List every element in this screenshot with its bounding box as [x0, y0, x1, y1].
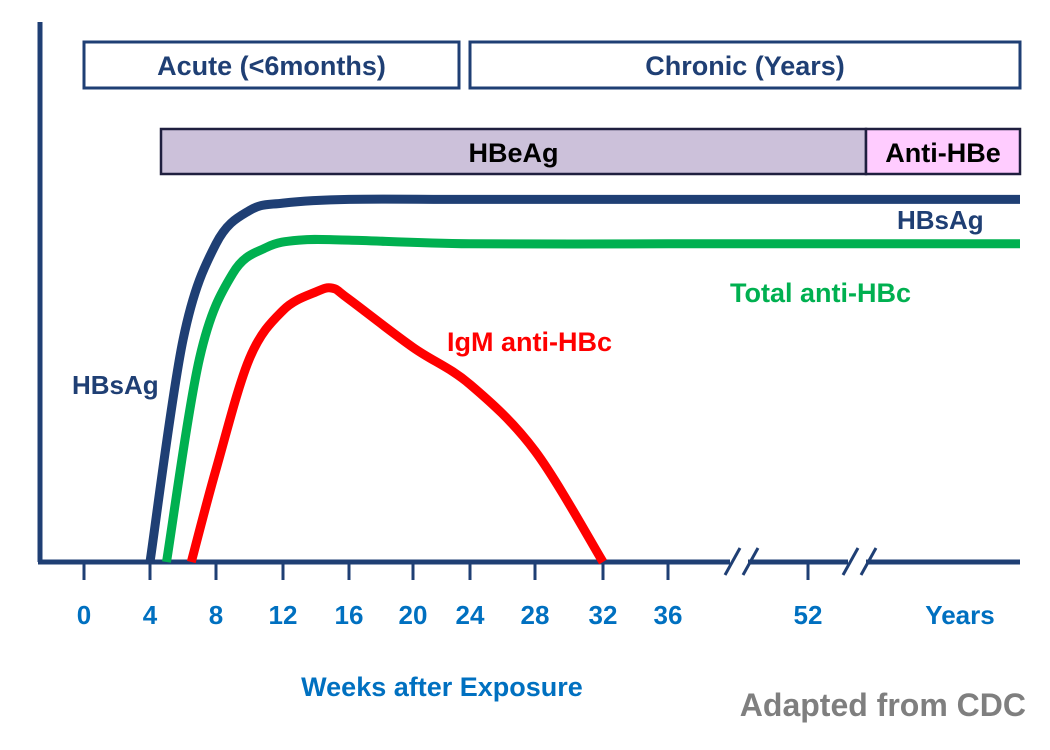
- bar-hbeag: [159, 127, 868, 176]
- hbsag-left-label: HBsAg: [72, 370, 159, 400]
- phase-label-0: Acute (<6months): [157, 51, 386, 81]
- bar-label-hbeag: HBeAg: [468, 138, 558, 168]
- series-line-hbsag: [145, 194, 1020, 563]
- x-tick-label-36: 36: [654, 600, 683, 630]
- x-tick-label-20: 20: [399, 600, 428, 630]
- x-tick-label-4: 4: [143, 600, 158, 630]
- x-axis-title: Weeks after Exposure: [301, 672, 583, 702]
- antigen-bars: HBeAg Anti-HBe: [159, 127, 1022, 176]
- x-tick-label-12: 12: [269, 600, 298, 630]
- source-credit: Adapted from CDC: [740, 687, 1026, 723]
- bar-anti-hbe: [864, 127, 1022, 176]
- axis-break-2a: [841, 547, 860, 576]
- series-lines: [145, 194, 1020, 565]
- bar-label-anti-hbe: Anti-HBe: [885, 138, 1001, 168]
- series-line-igm-anti-hbc: [186, 283, 607, 565]
- x-tick-label-8: 8: [209, 600, 223, 630]
- total-anti-hbc-label: Total anti-HBc: [730, 278, 911, 308]
- phase-box-1: [468, 40, 1022, 90]
- axis-break-1a: [723, 547, 742, 576]
- x-tick-label-0: 0: [77, 600, 91, 630]
- x-tick-labels: 0 4 8 12 16 20 24 28 32 36 52 Years: [77, 600, 995, 630]
- x-tick-label-24: 24: [456, 600, 485, 630]
- x-ticks: [82, 562, 810, 580]
- phase-boxes: Acute (<6months) Chronic (Years): [82, 40, 1022, 90]
- axis-break-1b: [741, 547, 760, 576]
- series-line-total-anti-hbc: [162, 234, 1020, 563]
- x-tick-label-32: 32: [589, 600, 618, 630]
- axis-break-2b: [859, 547, 878, 576]
- x-tick-label-52: 52: [794, 600, 823, 630]
- hbsag-right-label: HBsAg: [897, 205, 984, 235]
- phase-box-0: [82, 40, 461, 90]
- x-tick-label-Years: Years: [925, 600, 994, 630]
- x-tick-label-16: 16: [335, 600, 364, 630]
- igm-anti-hbc-label: IgM anti-HBc: [447, 327, 612, 357]
- x-tick-label-28: 28: [521, 600, 550, 630]
- phase-label-1: Chronic (Years): [645, 51, 845, 81]
